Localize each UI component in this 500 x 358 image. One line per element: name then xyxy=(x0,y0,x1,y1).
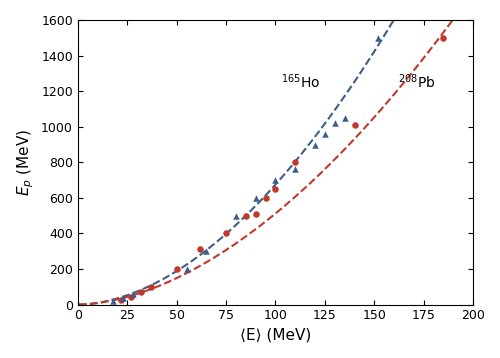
Point xyxy=(272,177,280,183)
Point xyxy=(172,266,180,272)
Point xyxy=(147,284,155,290)
Point xyxy=(129,291,137,297)
Point xyxy=(321,131,329,137)
Point xyxy=(242,213,250,218)
Point xyxy=(252,195,260,201)
Point xyxy=(202,248,210,254)
Point xyxy=(222,231,230,236)
Point xyxy=(120,295,128,301)
Point xyxy=(182,266,190,272)
Point xyxy=(374,35,382,41)
Y-axis label: $E_p$ (MeV): $E_p$ (MeV) xyxy=(15,129,36,196)
Point xyxy=(331,120,339,126)
X-axis label: ⟨E⟩ (MeV): ⟨E⟩ (MeV) xyxy=(240,328,311,343)
Point xyxy=(196,247,204,252)
Point xyxy=(291,159,299,165)
Point xyxy=(311,142,319,147)
Point xyxy=(118,297,126,303)
Point xyxy=(272,186,280,192)
Point xyxy=(262,195,270,201)
Text: $^{165}$Ho: $^{165}$Ho xyxy=(282,73,321,91)
Text: $^{208}$Pb: $^{208}$Pb xyxy=(398,73,436,91)
Point xyxy=(340,115,348,121)
Point xyxy=(137,289,145,295)
Point xyxy=(232,213,240,218)
Point xyxy=(252,211,260,217)
Point xyxy=(127,294,135,299)
Point xyxy=(350,122,358,128)
Point xyxy=(110,298,118,304)
Point xyxy=(440,35,448,41)
Point xyxy=(291,166,299,172)
